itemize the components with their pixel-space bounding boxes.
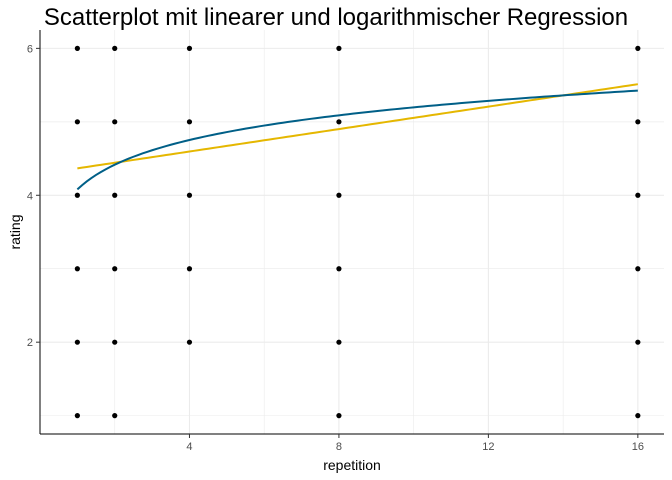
data-point — [336, 266, 342, 272]
x-tick-label: 8 — [336, 441, 342, 453]
data-point — [635, 413, 641, 419]
data-point — [74, 119, 80, 125]
logarithmic-regression-line — [76, 89, 638, 191]
data-point — [112, 192, 118, 198]
x-tick-label: 4 — [186, 441, 192, 453]
data-point — [112, 119, 118, 125]
data-point — [635, 266, 641, 272]
data-point — [336, 45, 342, 51]
data-point — [186, 45, 193, 51]
data-point — [336, 192, 342, 198]
data-point — [112, 266, 118, 272]
data-point — [635, 339, 641, 345]
linear-regression-line — [77, 83, 638, 170]
data-point — [635, 45, 641, 51]
y-tick-label: 6 — [27, 43, 33, 55]
data-point — [336, 119, 342, 125]
y-tick-label: 4 — [27, 190, 33, 202]
data-point — [112, 45, 118, 51]
data-point — [186, 339, 193, 345]
data-point — [186, 119, 193, 125]
x-tick-label: 12 — [482, 441, 494, 453]
data-point — [635, 119, 641, 125]
data-point — [336, 413, 342, 419]
data-point — [74, 45, 80, 51]
data-point — [74, 192, 80, 198]
data-point — [74, 339, 80, 345]
y-axis-title: rating — [7, 214, 23, 249]
x-tick-label: 16 — [632, 441, 644, 453]
data-point — [112, 339, 118, 345]
data-point — [112, 413, 118, 419]
data-point — [74, 266, 80, 272]
data-point — [186, 192, 193, 198]
data-point — [74, 413, 80, 419]
y-tick-label: 2 — [27, 337, 33, 349]
data-point — [635, 192, 641, 198]
x-axis-title: repetition — [323, 457, 381, 473]
data-point — [336, 339, 342, 345]
chart-title: Scatterplot mit linearer und logarithmis… — [43, 4, 629, 31]
data-point — [186, 266, 193, 272]
